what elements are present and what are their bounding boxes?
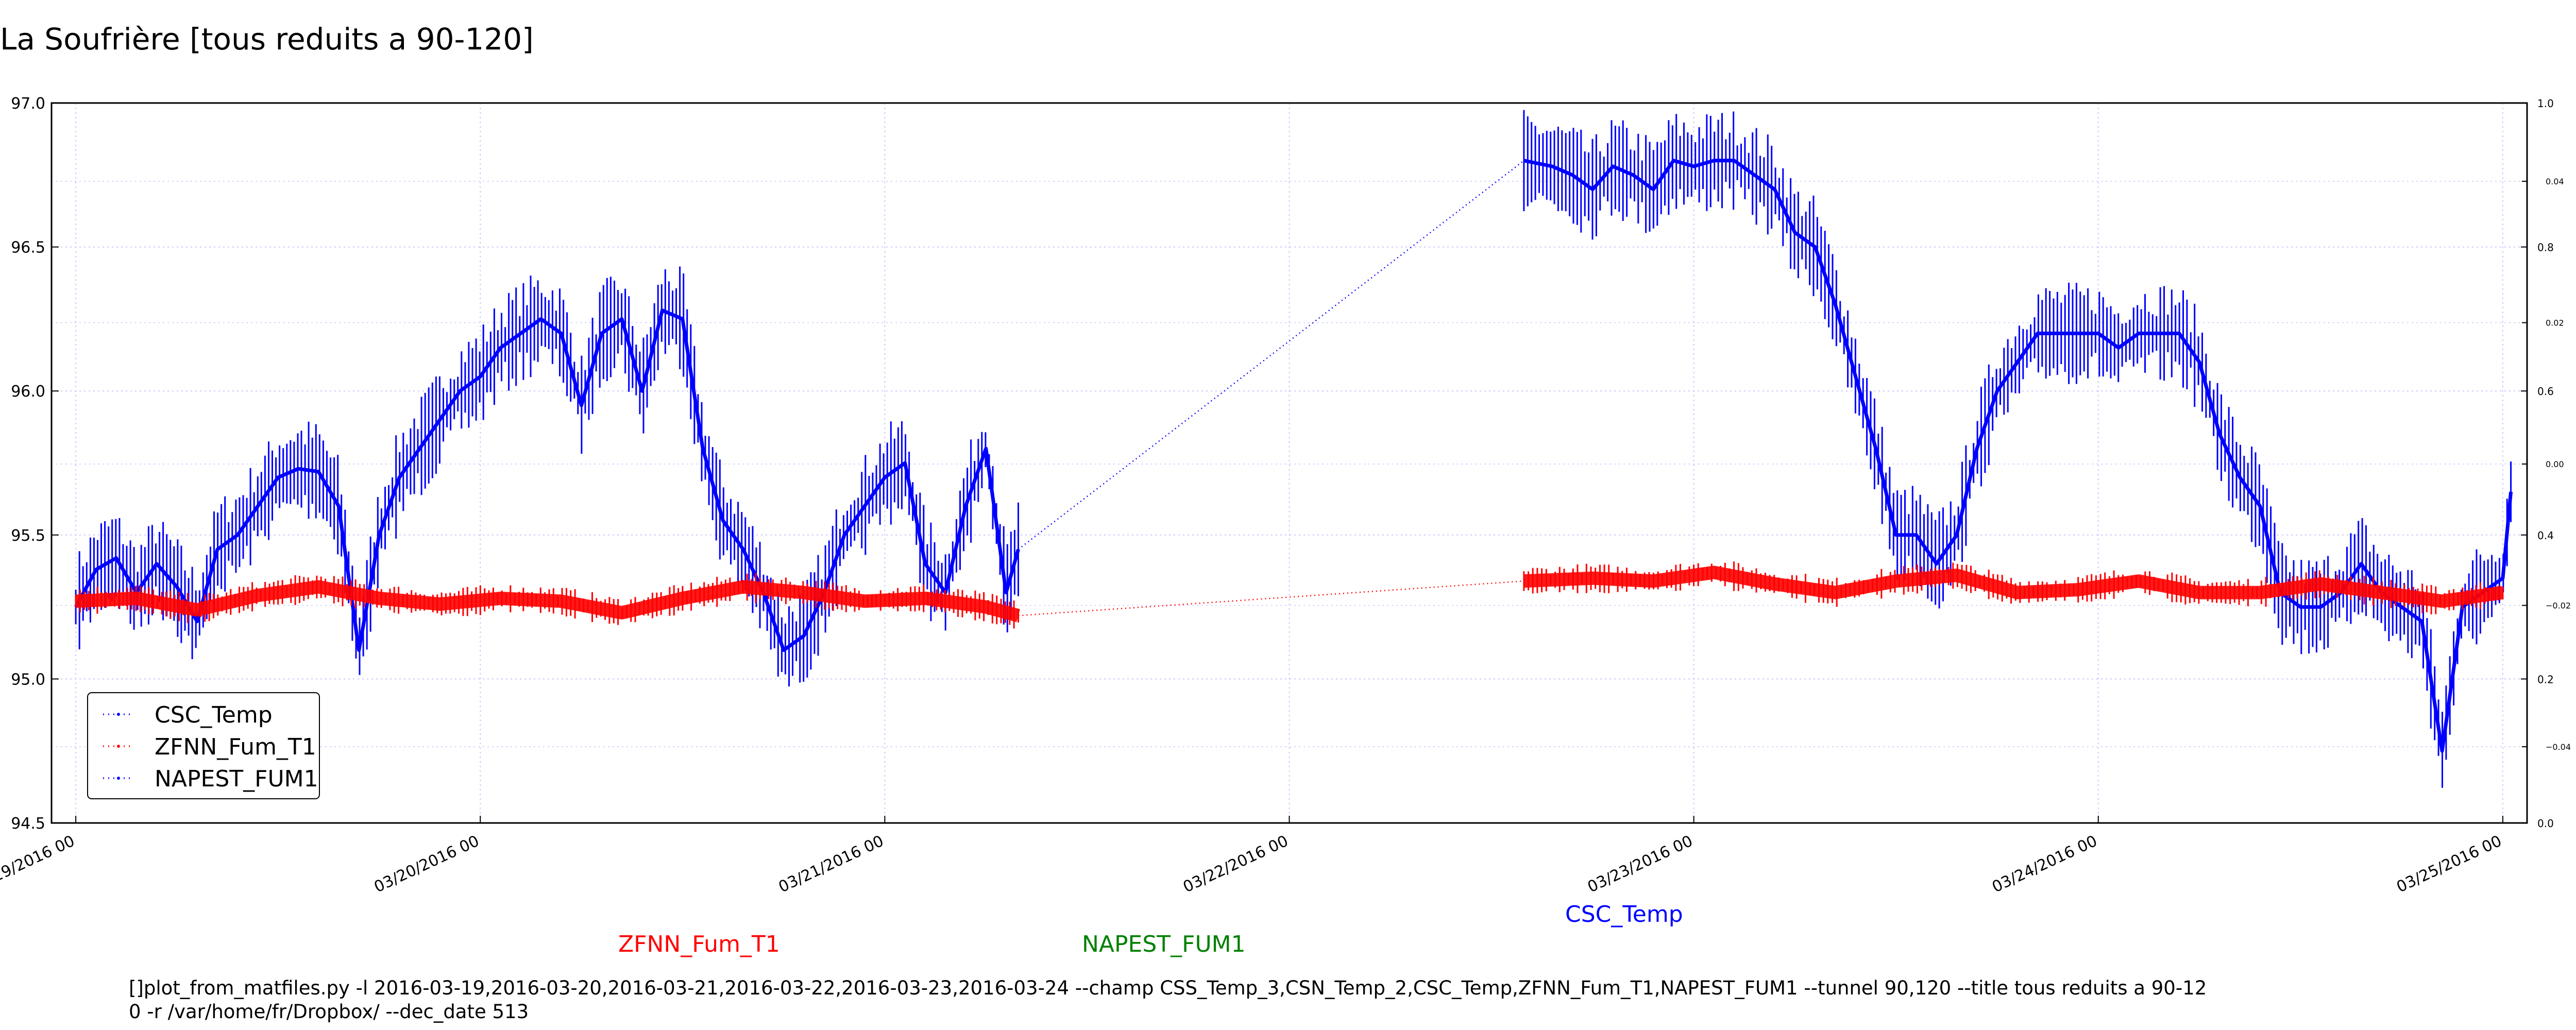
series-texture-zfnn-fum-t1 bbox=[75, 573, 1019, 629]
legend-box bbox=[87, 692, 320, 799]
right-inner-tick-label: 0.00 bbox=[2546, 459, 2564, 469]
right-inner-tick-label: −0.04 bbox=[2546, 742, 2571, 752]
x-tick-label: 03/25/2016 00 bbox=[2394, 832, 2505, 897]
legend-marker bbox=[117, 745, 120, 748]
right-inner-tick-label: 0.04 bbox=[2546, 177, 2564, 186]
series-layer bbox=[74, 110, 2513, 788]
x-tick-label: 03/19/2016 00 bbox=[0, 832, 77, 897]
floating-label-zfnn: ZFNN_Fum_T1 bbox=[618, 931, 780, 957]
floating-label-csc: CSC_Temp bbox=[1565, 901, 1683, 928]
right-outer-tick-label: 0.0 bbox=[2537, 817, 2554, 830]
x-tick-label: 03/20/2016 00 bbox=[371, 832, 482, 897]
legend-marker bbox=[117, 777, 120, 780]
right-inner-tick-label: −0.02 bbox=[2546, 601, 2571, 611]
legend-label: CSC_Temp bbox=[155, 702, 273, 728]
right-inner-tick-label: 0.02 bbox=[2546, 318, 2564, 328]
series-gap-connector-zfnn-fum-t1 bbox=[1018, 580, 1524, 616]
chart-title: La Soufrière [tous reduits a 90-120] bbox=[0, 22, 534, 57]
y-tick-label: 96.5 bbox=[11, 239, 45, 257]
command-line-2: 0 -r /var/home/fr/Dropbox/ --dec_date 51… bbox=[129, 1001, 529, 1023]
series-texture-csc-temp bbox=[1523, 110, 2512, 788]
right-outer-tick-label: 0.8 bbox=[2537, 242, 2554, 254]
right-outer-tick-label: 0.2 bbox=[2537, 673, 2554, 685]
command-line-text: []plot_from_matfiles.py -l 2016-03-19,20… bbox=[129, 976, 2207, 1024]
command-line-1: []plot_from_matfiles.py -l 2016-03-19,20… bbox=[129, 977, 2207, 999]
x-tick-label: 03/22/2016 00 bbox=[1180, 832, 1291, 897]
series-texture-zfnn-fum-t1 bbox=[1523, 561, 2504, 614]
x-tick-label: 03/21/2016 00 bbox=[776, 832, 887, 897]
legend-marker bbox=[117, 713, 120, 716]
y-tick-label: 95.0 bbox=[11, 671, 45, 689]
legend: CSC_Temp ZFNN_Fum_T1 NAPEST_FUM1 bbox=[87, 692, 320, 799]
y-tick-label: 96.0 bbox=[11, 383, 45, 401]
x-tick-label: 03/23/2016 00 bbox=[1585, 832, 1696, 897]
legend-label: ZFNN_Fum_T1 bbox=[155, 734, 316, 760]
right-outer-tick-label: 0.4 bbox=[2537, 529, 2554, 542]
series-gap-connector-csc-temp bbox=[1018, 160, 1524, 550]
floating-label-napest: NAPEST_FUM1 bbox=[1082, 931, 1246, 957]
y-tick-label: 97.0 bbox=[11, 95, 45, 113]
x-tick-label: 03/24/2016 00 bbox=[1989, 832, 2100, 897]
series-line-csc-temp bbox=[1523, 159, 2513, 753]
series-texture-csc-temp bbox=[75, 266, 1019, 686]
right-outer-tick-label: 0.6 bbox=[2537, 385, 2554, 398]
right-outer-tick-label: 1.0 bbox=[2537, 97, 2554, 110]
y-tick-label: 95.5 bbox=[11, 527, 45, 545]
legend-label: NAPEST_FUM1 bbox=[155, 766, 318, 792]
series-line-csc-temp bbox=[74, 308, 1020, 652]
grid-lines bbox=[52, 102, 2527, 823]
y-tick-label: 94.5 bbox=[11, 815, 45, 833]
